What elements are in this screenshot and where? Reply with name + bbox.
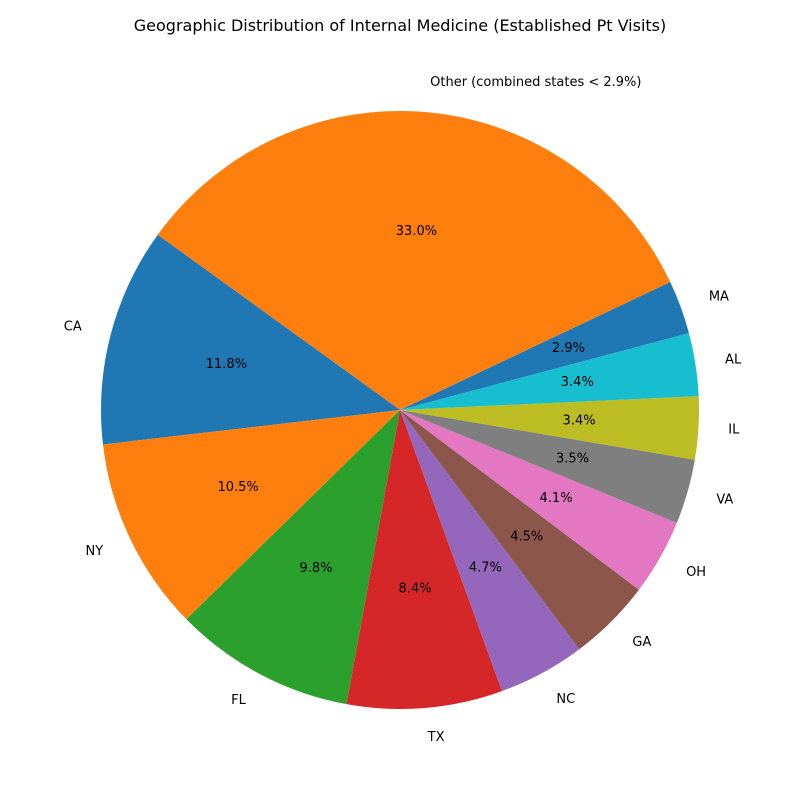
pie-slice-il: [400, 396, 700, 460]
slice-label-al: AL: [725, 352, 742, 367]
slice-label-ny: NY: [86, 544, 104, 559]
pie-slice-tx: [346, 410, 502, 710]
pct-label-tx: 8.4%: [399, 581, 432, 596]
slice-label-il: IL: [728, 422, 740, 437]
slice-label-fl: FL: [231, 693, 246, 708]
slice-label-ga: GA: [632, 635, 651, 650]
pct-label-ny: 10.5%: [217, 480, 258, 495]
pie-slice-fl: [186, 410, 400, 705]
pct-label-ca: 11.8%: [206, 357, 247, 372]
slice-label-other-combined-states-2-9: Other (combined states < 2.9%): [430, 75, 641, 90]
pie-labels: 2.9% MA 33.0% Other (combined states < 2.9%…: [64, 75, 742, 745]
pie-slice-va: [400, 410, 695, 523]
pct-label-nc: 4.7%: [469, 560, 502, 575]
pie-slice-ny: [102, 410, 401, 620]
pie-slice-ca: [100, 234, 400, 445]
pie-slices: [100, 111, 700, 710]
slice-label-va: VA: [716, 492, 733, 507]
pct-label-oh: 4.1%: [540, 491, 573, 506]
pct-label-il: 3.4%: [563, 413, 596, 428]
pct-label-ga: 4.5%: [510, 529, 543, 544]
pie-slice-al: [400, 333, 699, 410]
pie-slice-nc: [400, 410, 580, 692]
slice-label-ca: CA: [64, 319, 82, 334]
pie-slice-ga: [400, 410, 639, 650]
pct-label-fl: 9.8%: [299, 561, 332, 576]
pie-slice-other-combined-states-2-9: [157, 111, 671, 410]
pct-label-ma: 2.9%: [552, 341, 585, 356]
pct-label-va: 3.5%: [556, 452, 589, 467]
pct-label-al: 3.4%: [561, 375, 594, 390]
chart-title: Geographic Distribution of Internal Medi…: [134, 16, 667, 35]
slice-label-oh: OH: [686, 565, 706, 580]
pie-slice-oh: [400, 410, 677, 590]
slice-label-ma: MA: [709, 289, 729, 304]
slice-label-nc: NC: [556, 692, 575, 707]
pct-label-other-combined-states-2-9: 33.0%: [396, 224, 437, 239]
slice-label-tx: TX: [427, 730, 445, 745]
pie-slice-ma: [400, 282, 689, 410]
